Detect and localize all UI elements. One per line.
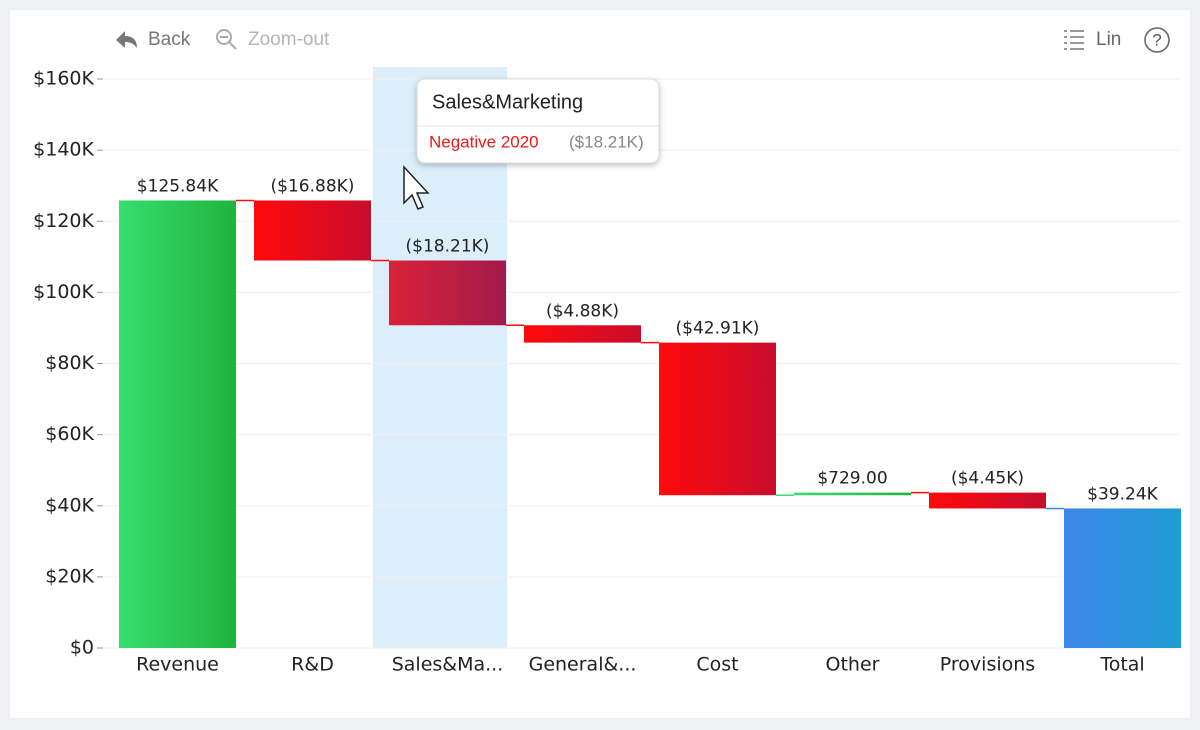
y-tick-label: $40K bbox=[45, 494, 94, 516]
highlight-layer bbox=[373, 67, 507, 648]
tooltip: Sales&Marketing Negative 2020 ($18.21K) bbox=[416, 78, 660, 164]
scale-label: Lin bbox=[1096, 29, 1121, 50]
y-tick-label: $20K bbox=[45, 565, 94, 587]
zoom-icon-handle bbox=[228, 41, 237, 50]
value-label: $125.84K bbox=[137, 176, 219, 196]
tooltip-box bbox=[416, 78, 660, 164]
bar bbox=[524, 325, 641, 343]
y-tick-label: $0 bbox=[70, 637, 94, 659]
value-label: $39.24K bbox=[1087, 484, 1158, 504]
back-icon bbox=[116, 31, 137, 48]
bar bbox=[389, 260, 506, 326]
x-tick-label: General&... bbox=[529, 654, 637, 676]
value-label: ($18.21K) bbox=[406, 237, 490, 257]
y-tick-label: $60K bbox=[45, 423, 94, 445]
value-label: ($42.91K) bbox=[676, 319, 760, 339]
grid: $0 $20K $40K $60K $80K $100K $120K $140K $160K bbox=[33, 68, 1180, 659]
y-tick-label: $80K bbox=[45, 352, 94, 374]
value-label: ($4.88K) bbox=[546, 301, 619, 321]
list-icon bbox=[1064, 30, 1084, 50]
y-tick-label: $140K bbox=[33, 139, 94, 161]
zoom-icon bbox=[216, 29, 232, 45]
highlight-band bbox=[373, 67, 507, 648]
x-tick-label: Revenue bbox=[136, 654, 219, 676]
zoom-out-button[interactable]: Zoom-out bbox=[216, 29, 330, 50]
value-label: ($16.88K) bbox=[271, 176, 355, 196]
value-label: $729.00 bbox=[817, 469, 887, 489]
scale-button[interactable]: Lin bbox=[1064, 29, 1121, 50]
bar bbox=[659, 342, 776, 496]
x-tick-label: R&D bbox=[291, 654, 334, 676]
back-label: Back bbox=[148, 29, 191, 50]
zoom-out-label: Zoom-out bbox=[248, 29, 330, 50]
tooltip-series: Negative 2020 bbox=[429, 132, 539, 151]
y-tick-label: $100K bbox=[33, 281, 94, 303]
x-tick-label: Provisions bbox=[940, 654, 1035, 676]
value-label: ($4.45K) bbox=[951, 469, 1024, 489]
back-button[interactable]: Back bbox=[116, 29, 191, 50]
y-tick-label: $120K bbox=[33, 210, 94, 232]
bar bbox=[119, 200, 236, 648]
bar bbox=[1064, 508, 1181, 648]
tooltip-value: ($18.21K) bbox=[569, 132, 644, 151]
cursor bbox=[403, 165, 430, 210]
x-tick-label: Sales&Ma... bbox=[392, 654, 504, 676]
help-label: ? bbox=[1152, 30, 1161, 49]
help-button[interactable]: ? bbox=[1144, 27, 1170, 53]
x-tick-label: Cost bbox=[696, 654, 738, 676]
bar bbox=[794, 492, 911, 496]
tooltip-title: Sales&Marketing bbox=[432, 91, 583, 113]
y-tick-label: $160K bbox=[33, 68, 94, 90]
x-tick-label: Total bbox=[1099, 654, 1144, 676]
help-circle bbox=[1144, 27, 1170, 53]
bar bbox=[929, 492, 1046, 509]
x-tick-label: Other bbox=[826, 654, 880, 676]
bar bbox=[254, 200, 371, 261]
bars: $125.84K Revenue ($16.88K) R&D ($18.21K) Sale… bbox=[119, 176, 1181, 676]
